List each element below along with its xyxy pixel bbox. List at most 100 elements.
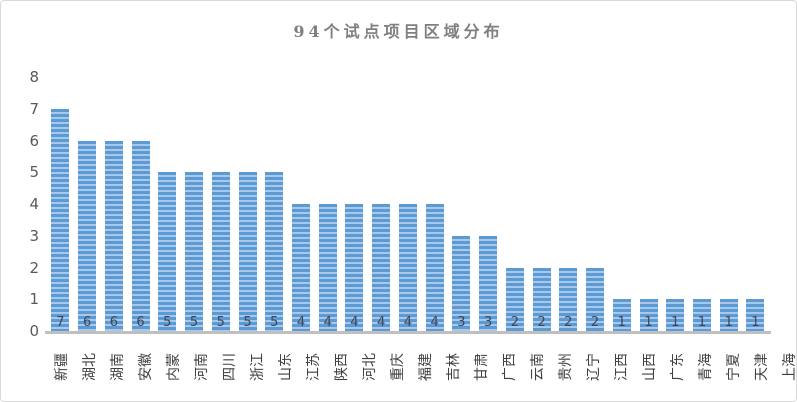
x-axis-tick-label: 内蒙 bbox=[166, 353, 182, 381]
bar-slot: 1 bbox=[689, 77, 716, 331]
bar bbox=[265, 172, 284, 331]
x-axis-label-slot: 新疆 bbox=[47, 337, 75, 397]
x-axis-label-slot: 安徽 bbox=[131, 337, 159, 397]
x-axis-label-slot: 重庆 bbox=[383, 337, 411, 397]
x-axis-label-slot: 山西 bbox=[635, 337, 663, 397]
x-axis-tick-label: 湖北 bbox=[82, 353, 98, 381]
bar-value-label: 1 bbox=[644, 315, 653, 330]
y-axis-tick-label: 4 bbox=[29, 195, 39, 213]
bar-slot: 1 bbox=[635, 77, 662, 331]
plot-area: 7 6 6 6 5 5 5 5 5 4 4 4 4 4 4 3 3 2 2 2 2 1 1 1 1 1 1 bbox=[47, 77, 769, 331]
bar-value-label: 2 bbox=[510, 315, 519, 330]
y-axis-tick-label: 6 bbox=[29, 131, 39, 150]
x-axis-label-slot: 江苏 bbox=[299, 337, 327, 397]
x-axis-label-slot: 湖南 bbox=[103, 337, 131, 397]
bar bbox=[51, 108, 70, 331]
bar-value-label: 5 bbox=[216, 315, 225, 330]
bar-slot: 1 bbox=[715, 77, 742, 331]
bar bbox=[104, 140, 123, 331]
bar-value-label: 2 bbox=[564, 315, 573, 330]
y-axis-tick-label: 8 bbox=[29, 68, 39, 86]
x-axis-tick-label: 陕西 bbox=[334, 353, 350, 381]
x-axis-label-slot: 河南 bbox=[187, 337, 215, 397]
x-axis-tick-label: 四川 bbox=[222, 353, 238, 381]
bar-slot: 4 bbox=[288, 77, 315, 331]
bar-value-label: 3 bbox=[483, 315, 493, 330]
bar-slot: 6 bbox=[100, 77, 127, 331]
x-axis-label-slot: 陕西 bbox=[327, 337, 355, 397]
bar bbox=[666, 299, 685, 331]
bar bbox=[398, 204, 417, 331]
x-axis-tick-label: 江西 bbox=[614, 353, 630, 381]
bar bbox=[692, 299, 711, 331]
x-axis-label-slot: 广西 bbox=[495, 337, 523, 397]
bar-value-label: 5 bbox=[270, 315, 279, 330]
x-axis-tick-label: 吉林 bbox=[446, 353, 462, 381]
bar-slot: 4 bbox=[368, 77, 395, 331]
bar-slot: 5 bbox=[154, 77, 181, 331]
bar bbox=[719, 299, 738, 331]
bar-value-label: 2 bbox=[537, 315, 546, 330]
x-axis-label-slot: 甘肃 bbox=[467, 337, 495, 397]
bar-value-label: 1 bbox=[724, 315, 733, 330]
chart-title: 94个试点项目区域分布 bbox=[293, 22, 504, 41]
bar-value-label: 5 bbox=[163, 315, 172, 330]
bar-slot: 1 bbox=[742, 77, 769, 331]
x-axis-label-slot: 湖北 bbox=[75, 337, 103, 397]
x-axis-label-slot: 宁夏 bbox=[719, 337, 747, 397]
x-axis-tick-label: 云南 bbox=[530, 353, 546, 381]
bar-value-label: 2 bbox=[590, 315, 600, 330]
bar-slot: 7 bbox=[47, 77, 74, 331]
bar-slot: 5 bbox=[234, 77, 261, 331]
bar-value-label: 4 bbox=[403, 315, 413, 330]
x-axis-label-slot: 辽宁 bbox=[579, 337, 607, 397]
x-axis-label-slot: 上海 bbox=[775, 337, 796, 397]
x-axis-tick-label: 甘肃 bbox=[474, 353, 490, 381]
y-axis: 0 1 2 3 4 5 6 7 8 bbox=[1, 1, 43, 401]
bar-value-label: 6 bbox=[82, 315, 92, 330]
x-axis-label-slot: 四川 bbox=[215, 337, 243, 397]
bar-slot: 2 bbox=[528, 77, 555, 331]
bar bbox=[746, 299, 765, 331]
x-axis-tick-label: 广东 bbox=[670, 353, 686, 381]
bar-value-label: 1 bbox=[751, 315, 760, 330]
bar bbox=[639, 299, 658, 331]
y-axis-tick-label: 3 bbox=[29, 226, 39, 245]
x-axis-label-slot: 福建 bbox=[411, 337, 439, 397]
bar bbox=[211, 172, 230, 331]
x-axis-tick-label: 湖南 bbox=[110, 353, 126, 381]
bar-value-label: 7 bbox=[56, 315, 65, 330]
y-axis-tick-label: 1 bbox=[29, 290, 39, 309]
y-axis-tick-label: 2 bbox=[29, 258, 39, 277]
bar-value-label: 1 bbox=[697, 315, 707, 330]
x-axis-tick-label: 辽宁 bbox=[586, 353, 602, 381]
x-axis-tick-label: 山东 bbox=[278, 353, 294, 381]
y-axis-tick-label: 5 bbox=[29, 163, 39, 182]
x-axis-label-slot: 青海 bbox=[691, 337, 719, 397]
x-axis-tick-label: 安徽 bbox=[138, 353, 154, 381]
bar bbox=[131, 140, 150, 331]
x-axis-tick-label: 天津 bbox=[754, 353, 770, 381]
x-axis-labels: 新疆 湖北 湖南 安徽 内蒙 河南 四川 浙江 山东 江苏 陕西 河北 重庆 福建 吉林 甘肃 广西 云南 贵州 辽宁… bbox=[47, 337, 796, 397]
bar-value-label: 4 bbox=[350, 315, 359, 330]
bar-slot: 2 bbox=[582, 77, 609, 331]
x-axis-tick-label: 河北 bbox=[362, 353, 378, 381]
x-axis-tick-label: 山西 bbox=[642, 353, 658, 381]
bar bbox=[345, 204, 364, 331]
x-axis-label-slot: 广东 bbox=[663, 337, 691, 397]
bar-slot: 3 bbox=[475, 77, 502, 331]
bar bbox=[452, 235, 471, 331]
x-axis-label-slot: 江西 bbox=[607, 337, 635, 397]
x-axis-tick-label: 青海 bbox=[698, 353, 714, 381]
bar bbox=[158, 172, 177, 331]
x-axis-tick-label: 重庆 bbox=[390, 353, 406, 381]
bar bbox=[532, 267, 551, 331]
bar-value-label: 4 bbox=[323, 315, 332, 330]
x-axis-tick-label: 贵州 bbox=[558, 353, 574, 381]
bar-value-label: 4 bbox=[377, 315, 386, 330]
x-axis-tick-label: 广西 bbox=[502, 353, 518, 381]
bar bbox=[185, 172, 204, 331]
bar-slot: 5 bbox=[261, 77, 288, 331]
x-axis-label-slot: 山东 bbox=[271, 337, 299, 397]
